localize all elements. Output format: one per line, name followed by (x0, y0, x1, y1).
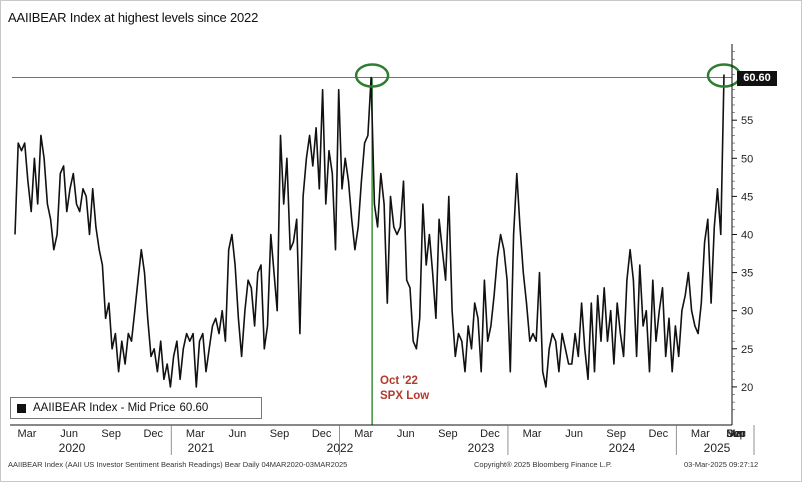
legend-value: 60.60 (179, 402, 209, 414)
x-month-label: Sep (101, 428, 121, 440)
last-price-tag: 60.60 (737, 71, 777, 86)
x-month-label: Sep (606, 428, 626, 440)
x-month-label: Sep (270, 428, 290, 440)
y-tick-label: 35 (741, 268, 753, 280)
x-year-label: 2025 (704, 441, 731, 455)
x-month-label: Jun (60, 428, 78, 440)
x-month-label: Mar (523, 428, 542, 440)
footer-timestamp: 03-Mar-2025 09:27:12 (684, 460, 759, 469)
y-tick-label: 25 (741, 344, 753, 356)
y-tick-label: 30 (741, 306, 753, 318)
x-year-label: 2023 (468, 441, 495, 455)
y-tick-label: 55 (741, 115, 753, 127)
y-tick-label: 20 (741, 382, 753, 394)
x-month-label: Dec (480, 428, 500, 440)
y-tick-label: 50 (741, 153, 753, 165)
x-month-label: Sep (438, 428, 458, 440)
legend-label: AAIIBEAR Index - Mid Price (33, 402, 176, 414)
x-year-label: 2022 (327, 441, 354, 455)
annotation-line-2: SPX Low (380, 390, 430, 402)
x-month-label: Dec (143, 428, 163, 440)
x-month-label: Mar (186, 428, 205, 440)
x-month-label: Dec (312, 428, 332, 440)
x-year-label: 2020 (59, 441, 86, 455)
footer-source: AAIIBEAR Index (AAII US Investor Sentime… (8, 460, 348, 469)
x-month-label: Jun (565, 428, 583, 440)
footer-copyright: Copyright® 2025 Bloomberg Finance L.P. (474, 460, 612, 469)
x-year-label: 2024 (609, 441, 636, 455)
y-tick-label: 45 (741, 191, 753, 203)
legend-swatch-icon (17, 403, 26, 413)
oct22-annotation: Oct '22 SPX Low (380, 374, 429, 404)
x-month-label: Jun (727, 428, 745, 440)
x-month-label: Mar (354, 428, 373, 440)
chart-legend: AAIIBEAR Index - Mid Price 60.60 (10, 397, 262, 419)
x-month-label: Jun (397, 428, 415, 440)
x-month-label: Dec (726, 428, 746, 440)
highlight-circle-2022 (354, 63, 390, 88)
x-month-label: Mar (691, 428, 710, 440)
chart-title: AAIIBEAR Index at highest levels since 2… (8, 10, 259, 25)
y-tick-label: 40 (741, 230, 753, 242)
x-month-label: Mar (727, 428, 746, 440)
x-year-label: 2021 (188, 441, 215, 455)
x-month-label: Mar (18, 428, 37, 440)
annotation-line-1: Oct '22 (380, 375, 418, 387)
x-month-label: Jun (229, 428, 247, 440)
series-line-aaiibear (14, 74, 725, 388)
x-month-label: Dec (649, 428, 669, 440)
x-month-label: Sep (726, 428, 746, 440)
